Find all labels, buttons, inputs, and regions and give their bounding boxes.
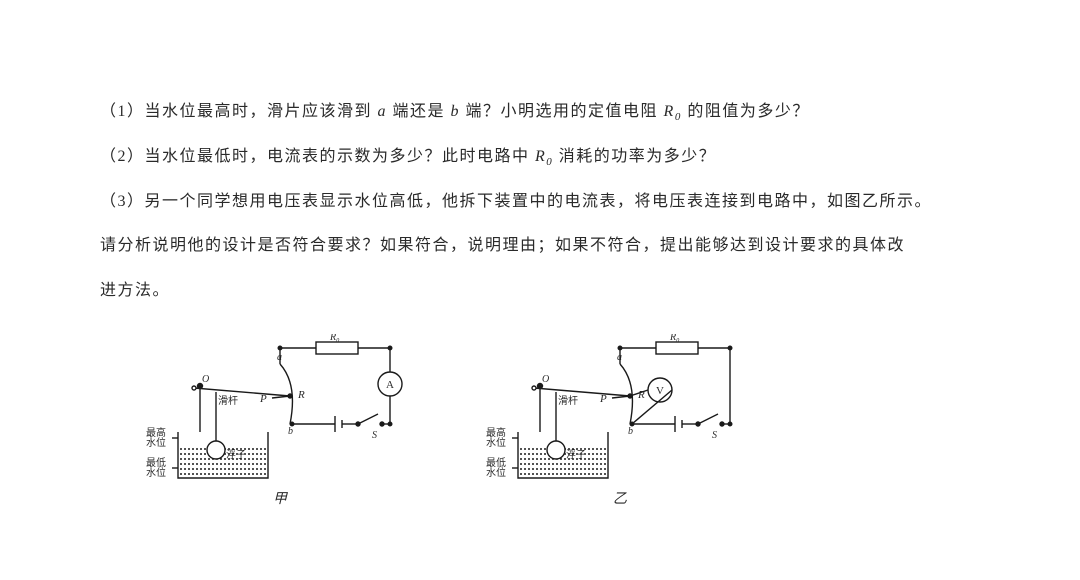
q2-pre: （2）当水位最低时，电流表的示数为多少？此时电路中 [100,148,535,165]
svg-text:O: O [202,374,209,385]
svg-text:R₀: R₀ [669,334,680,343]
q3-l2: 请分析说明他的设计是否符合要求？如果符合，说明理由；如果不符合，提出能够达到设计… [100,237,905,254]
svg-text:R₀: R₀ [329,334,340,343]
figure-jia: 最高水位最低水位浮子O滑杆abPRR₀AS 甲 [140,334,420,508]
svg-text:滑杆: 滑杆 [218,395,238,407]
svg-text:b: b [628,426,633,437]
circuit-diagram-yi: 最高水位最低水位浮子O滑杆abPRR₀VS [480,334,760,484]
q3-l3: 进方法。 [100,282,170,299]
svg-text:b: b [288,426,293,437]
svg-text:滑杆: 滑杆 [558,395,578,407]
question-2: （2）当水位最低时，电流表的示数为多少？此时电路中 R0 消耗的功率为多少？ [100,135,980,180]
svg-text:水位: 水位 [486,436,506,449]
q1-var-b: b [451,103,461,120]
q1-pre: （1）当水位最高时，滑片应该滑到 [100,103,378,120]
question-3-line2: 请分析说明他的设计是否符合要求？如果符合，说明理由；如果不符合，提出能够达到设计… [100,224,980,269]
q1-mid1: 端还是 [387,103,451,120]
q3-l1: （3）另一个同学想用电压表显示水位高低，他拆下装置中的电流表，将电压表连接到电路… [100,193,932,210]
figures-row: 最高水位最低水位浮子O滑杆abPRR₀AS 甲 最高水位最低水位浮子O滑杆abP… [140,334,980,508]
question-3-line3: 进方法。 [100,269,980,314]
svg-text:浮子: 浮子 [566,449,586,461]
question-3-line1: （3）另一个同学想用电压表显示水位高低，他拆下装置中的电流表，将电压表连接到电路… [100,180,980,225]
caption-jia: 甲 [140,488,420,508]
circuit-diagram-jia: 最高水位最低水位浮子O滑杆abPRR₀AS [140,334,420,484]
q1-var-a: a [378,103,388,120]
q2-tail: 消耗的功率为多少？ [553,148,716,165]
q1-sub: 0 [675,111,682,123]
caption-yi: 乙 [480,488,760,508]
svg-text:R: R [297,389,305,401]
svg-text:V: V [656,385,664,397]
svg-text:水位: 水位 [146,466,166,479]
svg-text:浮子: 浮子 [226,449,246,461]
question-1: （1）当水位最高时，滑片应该滑到 a 端还是 b 端？小明选用的定值电阻 R0 … [100,90,980,135]
q1-mid2: 端？小明选用的定值电阻 [460,103,664,120]
svg-text:O: O [542,374,549,385]
svg-text:P: P [259,393,267,405]
figure-yi: 最高水位最低水位浮子O滑杆abPRR₀VS 乙 [480,334,760,508]
q1-var-r: R [664,103,675,120]
svg-text:S: S [372,430,377,441]
q1-tail: 的阻值为多少？ [682,103,810,120]
q2-var-r: R [535,148,546,165]
svg-text:A: A [386,379,394,391]
svg-text:S: S [712,430,717,441]
svg-text:水位: 水位 [146,436,166,449]
svg-text:水位: 水位 [486,466,506,479]
svg-text:P: P [599,393,607,405]
